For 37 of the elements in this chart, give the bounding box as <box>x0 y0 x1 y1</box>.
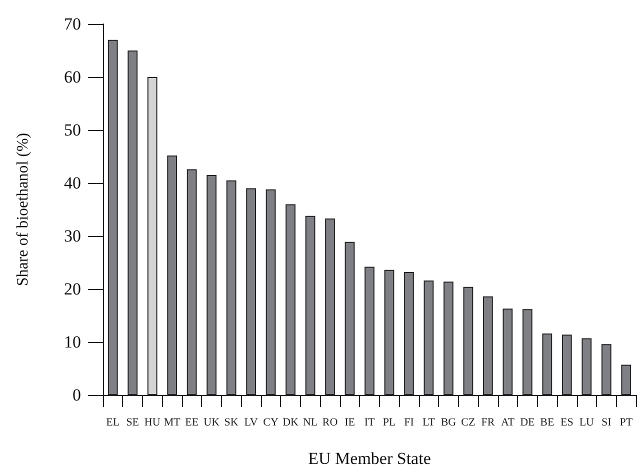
y-tick-label: 70 <box>64 14 81 34</box>
y-tick-label: 10 <box>64 332 81 352</box>
x-tick-label: FR <box>481 416 496 428</box>
x-tick-label: DE <box>520 416 536 428</box>
x-tick-label: PL <box>382 416 396 428</box>
x-tick-label: LT <box>422 416 436 428</box>
y-tick-label: 30 <box>64 226 81 246</box>
x-tick-label: LV <box>244 416 258 428</box>
x-tick-label: IT <box>364 416 375 428</box>
x-tick-label: SI <box>602 416 612 428</box>
x-tick-label: HU <box>144 416 160 428</box>
x-tick-label: LU <box>579 416 594 428</box>
x-tick-label: MT <box>164 416 181 428</box>
y-tick-label: 60 <box>64 68 81 86</box>
x-tick-label: NL <box>302 416 318 428</box>
x-tick-label: EE <box>185 416 199 428</box>
x-tick-label: CZ <box>461 416 476 428</box>
x-tick-label: AT <box>500 416 515 428</box>
x-tick-label: BG <box>440 416 456 428</box>
x-tick-label: DK <box>282 416 299 428</box>
x-tick-label: SK <box>224 416 238 428</box>
x-tick-label: CY <box>263 416 278 428</box>
y-tick-label: 50 <box>64 120 81 140</box>
x-tick-label: BE <box>540 416 554 428</box>
y-tick-label: 40 <box>64 174 81 192</box>
x-tick-label: EL <box>106 416 120 428</box>
x-tick-label: IE <box>344 416 356 428</box>
x-tick-label: RO <box>322 416 338 428</box>
x-tick-label: PT <box>620 416 633 428</box>
x-tick-label: UK <box>204 416 220 428</box>
y-axis-title: Share of bioethanol (%) <box>14 132 32 286</box>
x-tick-label: SE <box>126 416 140 428</box>
x-tick-label: ES <box>560 416 574 428</box>
y-tick-label: 20 <box>64 280 81 298</box>
x-axis-title: EU Member State <box>308 449 431 468</box>
x-tick-label: FI <box>404 416 414 428</box>
y-tick-label: 0 <box>72 386 81 404</box>
